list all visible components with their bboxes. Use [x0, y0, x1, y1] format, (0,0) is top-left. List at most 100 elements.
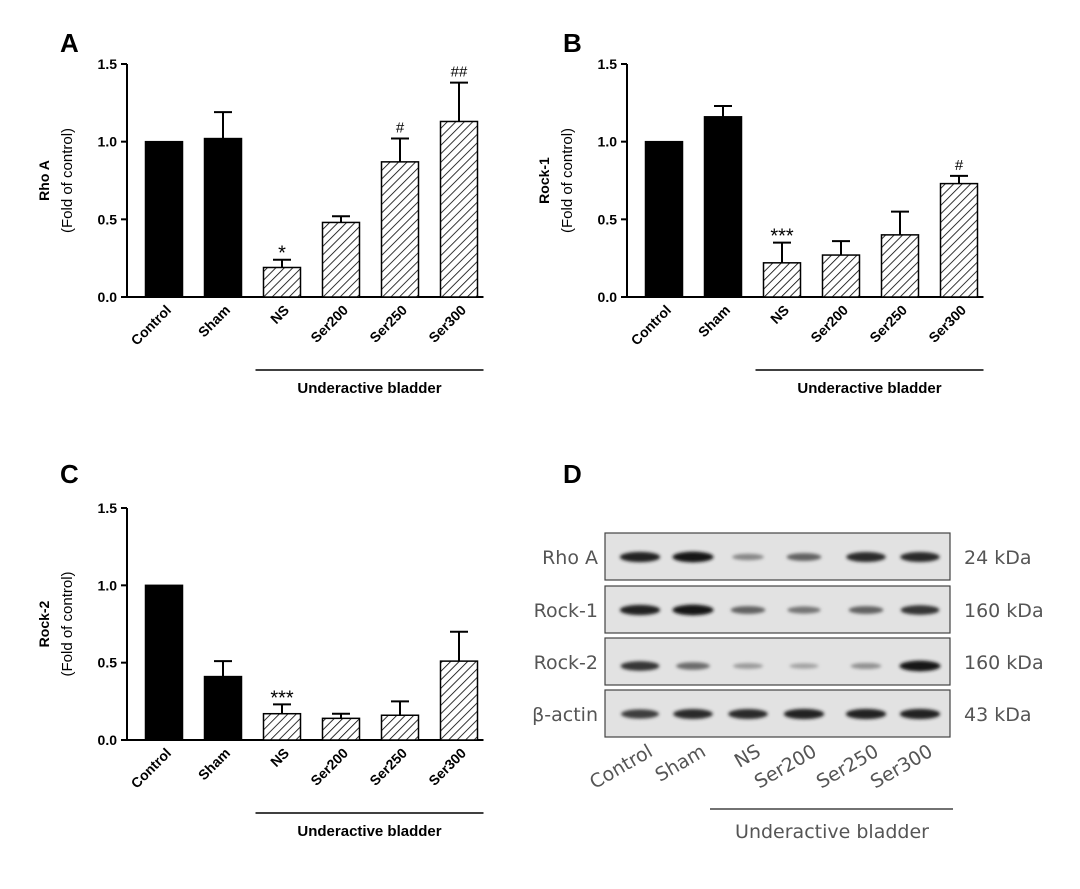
lane-label: Sham [652, 740, 710, 786]
group-label: Underactive bladder [797, 380, 941, 397]
bar-chart-b: B 0.0 0.5 1.0 1.5 Rock-1 (Fold of control) Cont… [536, 28, 984, 397]
blot-band [730, 606, 766, 614]
x-tick-label: Control [628, 302, 675, 349]
blot-band [619, 551, 661, 563]
lane-label: Control [586, 740, 656, 793]
y-tick-label: 0.0 [98, 289, 118, 305]
bar-ser300 [439, 660, 479, 741]
bar-ser300 [439, 120, 479, 298]
x-tick-label: Ser300 [425, 302, 469, 346]
bar-sham [203, 675, 243, 741]
blot-band [900, 552, 940, 562]
x-tick-label: Ser200 [807, 302, 851, 346]
bar-ser250 [380, 161, 420, 298]
bar-ser200 [821, 254, 861, 298]
molecular-weight-label: 160 kDa [964, 600, 1044, 622]
blot-band [787, 606, 821, 614]
x-tick-label: Ser200 [307, 302, 351, 346]
blot-row-rock-2: Rock-2 160 kDa [534, 637, 1044, 686]
significance-mark: # [396, 120, 405, 137]
bar-control [144, 140, 184, 298]
y-tick-label: 1.5 [98, 500, 118, 516]
bar-ser250 [880, 234, 920, 298]
bar-ns [762, 262, 802, 298]
blot-row-label: Rho A [542, 547, 598, 569]
blot-band [673, 709, 713, 719]
lane-label: NS [731, 740, 765, 772]
x-tick-label: Control [128, 302, 175, 349]
blot-band [733, 663, 763, 669]
molecular-weight-label: 43 kDa [964, 704, 1032, 726]
x-tick-label: Sham [695, 302, 733, 340]
significance-mark: * [278, 243, 286, 265]
blot-strip [604, 689, 951, 738]
blot-band [672, 604, 714, 616]
y-tick-label: 0.5 [98, 655, 118, 671]
x-tick-label: Ser250 [366, 745, 410, 789]
blot-band [620, 661, 660, 671]
blot-row-rho-a: Rho A 24 kDa [542, 532, 1032, 581]
y-axis-label: Rho A [36, 160, 52, 201]
y-tick-label: 1.0 [98, 577, 118, 593]
blot-band [732, 553, 764, 561]
western-blot: D Rho A 24 kDa Rock-1 160 kDa Rock-2 160 kDa β-… [532, 459, 1043, 843]
y-axis-label: Rock-2 [36, 600, 52, 647]
y-tick-label: 1.0 [98, 134, 118, 150]
blot-strip [604, 637, 951, 686]
bar-control [644, 140, 684, 298]
x-tick-label: Ser300 [925, 302, 969, 346]
blot-band [728, 709, 768, 719]
x-tick-label: Sham [195, 302, 233, 340]
molecular-weight-label: 24 kDa [964, 547, 1032, 569]
panel-letter: C [60, 459, 79, 489]
blot-row-label: β-actin [532, 704, 598, 726]
y-tick-label: 1.0 [598, 134, 618, 150]
blot-band [845, 708, 887, 720]
y-tick-label: 1.5 [98, 56, 118, 72]
blot-row-label: Rock-2 [534, 652, 598, 674]
x-tick-label: Ser200 [307, 745, 351, 789]
y-tick-label: 0.0 [598, 289, 618, 305]
blot-band [900, 605, 940, 615]
blot-band [846, 552, 886, 562]
panel-letter: A [60, 28, 79, 58]
blot-band [672, 551, 714, 563]
x-tick-label: NS [767, 302, 792, 327]
significance-mark: # [955, 157, 964, 174]
y-tick-label: 0.0 [98, 732, 118, 748]
bar-sham [703, 116, 743, 298]
bar-ser200 [321, 717, 361, 741]
blot-band [789, 663, 819, 669]
molecular-weight-label: 160 kDa [964, 652, 1044, 674]
blot-band [850, 662, 882, 670]
x-tick-label: Ser250 [866, 302, 910, 346]
blot-strip [604, 585, 951, 634]
blot-row-rock-1: Rock-1 160 kDa [534, 585, 1044, 634]
blot-row--actin: β-actin 43 kDa [532, 689, 1032, 738]
bar-chart-c: C 0.0 0.5 1.0 1.5 Rock-2 (Fold of control) Cont… [36, 459, 484, 840]
blot-band [619, 604, 661, 616]
blot-band [848, 606, 884, 614]
y-tick-label: 0.5 [598, 211, 618, 227]
significance-mark: *** [270, 687, 294, 709]
blot-band [621, 709, 659, 719]
blot-row-label: Rock-1 [534, 600, 598, 622]
bar-ns [262, 266, 302, 298]
blot-band [899, 660, 941, 672]
bar-ser300 [939, 182, 979, 298]
significance-mark: *** [770, 226, 794, 248]
bar-control [144, 584, 184, 741]
lane-label: Ser300 [867, 740, 937, 793]
y-axis-sublabel: (Fold of control) [59, 571, 76, 676]
panel-letter: B [563, 28, 582, 58]
blot-band [676, 662, 710, 670]
bar-ser200 [321, 221, 361, 298]
y-tick-label: 1.5 [598, 56, 618, 72]
lane-label: Ser200 [751, 740, 821, 793]
group-label: Underactive bladder [297, 380, 441, 397]
x-tick-label: Sham [195, 745, 233, 783]
y-axis-sublabel: (Fold of control) [559, 128, 576, 233]
panel-letter: D [563, 459, 582, 489]
blot-band [786, 553, 822, 561]
